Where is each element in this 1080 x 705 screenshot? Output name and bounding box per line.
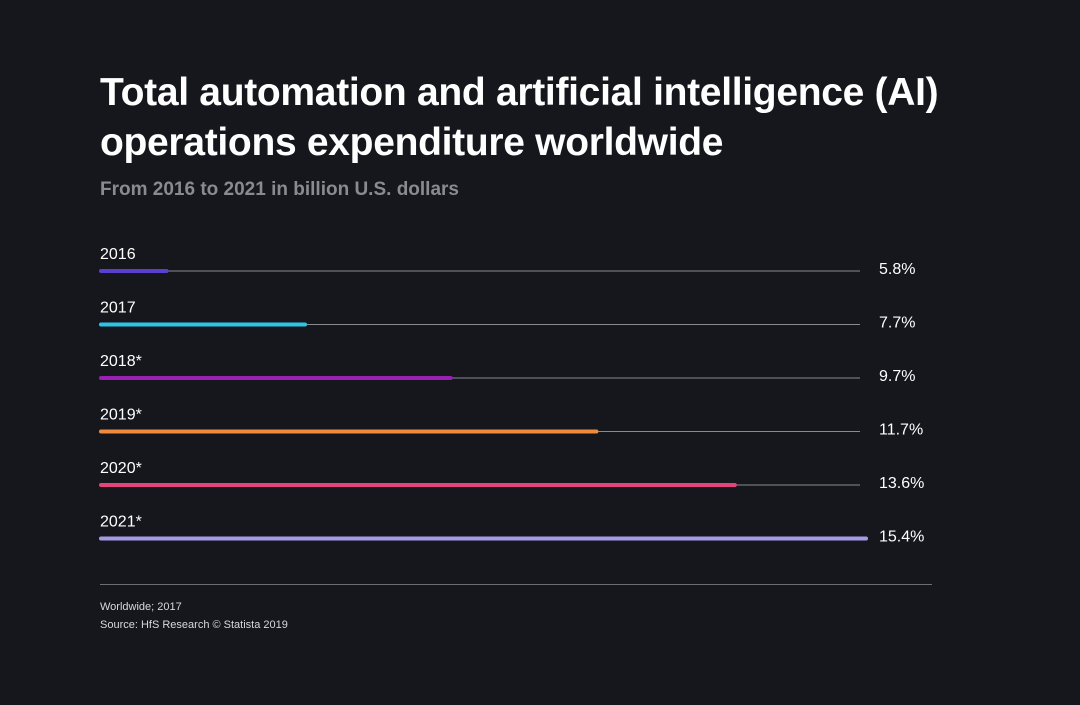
bar-row: 2016 5.8% [99, 246, 915, 278]
category-label: 2017 [100, 300, 136, 317]
chart-title: Total automation and artificial intellig… [100, 71, 939, 164]
category-label: 2020* [100, 460, 142, 477]
chart-subtitle: From 2016 to 2021 in billion U.S. dollar… [100, 179, 459, 200]
value-label: 9.7% [879, 368, 915, 385]
category-label: 2019* [100, 407, 142, 424]
bar-row: 2018* 9.7% [99, 353, 915, 385]
category-label: 2018* [100, 353, 142, 370]
value-label: 15.4% [879, 529, 924, 546]
value-label: 7.7% [879, 315, 915, 332]
bar-row: 2017 7.7% [99, 300, 915, 332]
footer-source: Source: HfS Research © Statista 2019 [100, 619, 288, 631]
bar-row: 2019* 11.7% [99, 407, 923, 439]
footer-note: Worldwide; 2017 [100, 601, 182, 613]
bar-row: 2021* 15.4% [99, 514, 924, 546]
category-label: 2016 [100, 246, 136, 263]
bar-row: 2020* 13.6% [99, 460, 924, 492]
category-label: 2021* [100, 514, 142, 531]
value-label: 13.6% [879, 475, 924, 492]
footer-divider [100, 584, 932, 585]
value-label: 5.8% [879, 261, 915, 278]
value-label: 11.7% [879, 422, 923, 439]
